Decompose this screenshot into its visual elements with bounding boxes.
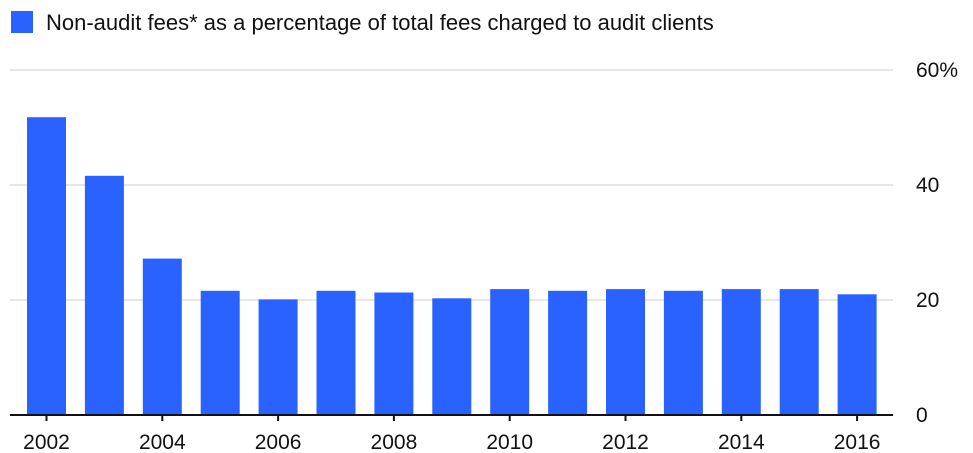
x-tick-label: 2002 xyxy=(23,431,70,453)
bar-2002 xyxy=(27,117,66,415)
bars xyxy=(27,117,877,416)
x-axis: 2002 2004 2006 2008 2010 2012 2014 2016 xyxy=(10,414,893,453)
bar-2007 xyxy=(316,290,356,415)
bar-2010 xyxy=(490,289,530,415)
x-tick-label: 2010 xyxy=(486,431,533,453)
bar-2016 xyxy=(837,294,877,416)
x-tick-label: 2008 xyxy=(371,431,418,453)
bar-2009 xyxy=(432,298,472,415)
y-tick-label: 60% xyxy=(916,59,958,82)
x-tick-label: 2012 xyxy=(602,431,649,453)
bar-2011 xyxy=(548,290,588,415)
x-tick-label: 2004 xyxy=(139,431,186,453)
gridlines xyxy=(10,69,893,301)
legend-swatch xyxy=(11,11,33,33)
y-tick-label: 40 xyxy=(916,174,939,197)
bar-2006 xyxy=(258,299,298,415)
x-tick-label: 2016 xyxy=(834,431,881,453)
y-tick-label: 20 xyxy=(916,289,939,312)
x-tick-label: 2014 xyxy=(718,431,765,453)
bar-2015 xyxy=(779,289,819,415)
bar-2008 xyxy=(374,292,414,415)
bar-2014 xyxy=(721,289,761,415)
bar-2005 xyxy=(200,290,240,415)
y-tick-label: 0 xyxy=(916,404,928,427)
bar-2013 xyxy=(663,290,703,415)
bar-2012 xyxy=(606,289,645,415)
y-axis-labels: 0 20 40 60% xyxy=(916,59,958,427)
x-tick-label: 2006 xyxy=(255,431,302,453)
bar-2004 xyxy=(142,258,182,415)
bar-2003 xyxy=(84,175,124,415)
legend: Non-audit fees* as a percentage of total… xyxy=(11,10,714,35)
legend-label: Non-audit fees* as a percentage of total… xyxy=(46,10,714,35)
